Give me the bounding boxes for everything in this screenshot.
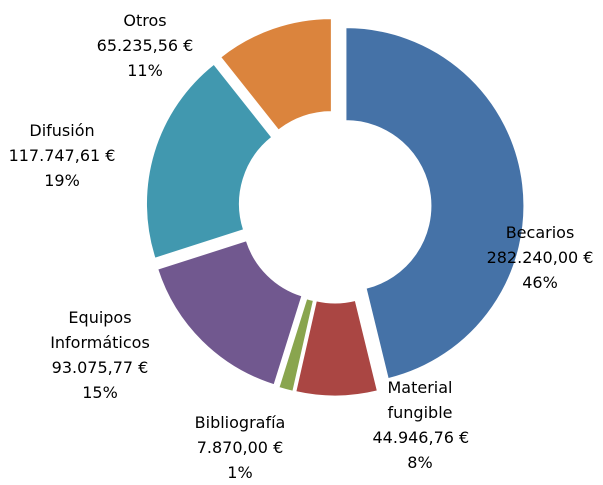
category-label: Equipos Informáticos: [50, 308, 150, 352]
category-label: Material fungible: [387, 378, 453, 422]
value-label: 7.870,00 €: [196, 438, 284, 457]
slice-label: Becarios 282.240,00 € 46%: [475, 220, 603, 295]
category-label: Bibliografía: [194, 413, 286, 432]
value-label: 44.946,76 €: [372, 428, 470, 447]
slice-label: Equipos Informáticos 93.075,77 € 15%: [38, 305, 163, 405]
category-label: Otros: [123, 11, 167, 30]
percentage-label: 19%: [44, 171, 80, 190]
slice: [145, 63, 273, 259]
value-label: 93.075,77 €: [51, 358, 149, 377]
slice-label: Difusión 117.747,61 € 19%: [0, 118, 127, 193]
slice: [157, 240, 303, 386]
slice-label: Bibliografía 7.870,00 € 1%: [175, 410, 305, 485]
category-label: Becarios: [505, 223, 575, 242]
category-label: Difusión: [29, 121, 95, 140]
value-label: 117.747,61 €: [8, 146, 116, 165]
value-label: 65.235,56 €: [96, 36, 194, 55]
slice-label: Otros 65.235,56 € 11%: [80, 8, 210, 83]
percentage-label: 11%: [127, 61, 163, 80]
value-label: 282.240,00 €: [486, 248, 594, 267]
slice: [345, 27, 525, 380]
percentage-label: 8%: [407, 453, 433, 472]
percentage-label: 1%: [227, 463, 253, 482]
slice: [278, 298, 314, 392]
slice: [220, 18, 332, 131]
slice-label: Material fungible 44.946,76 € 8%: [372, 375, 470, 475]
slice: [295, 299, 378, 397]
percentage-label: 46%: [522, 273, 558, 292]
percentage-label: 15%: [82, 383, 118, 402]
